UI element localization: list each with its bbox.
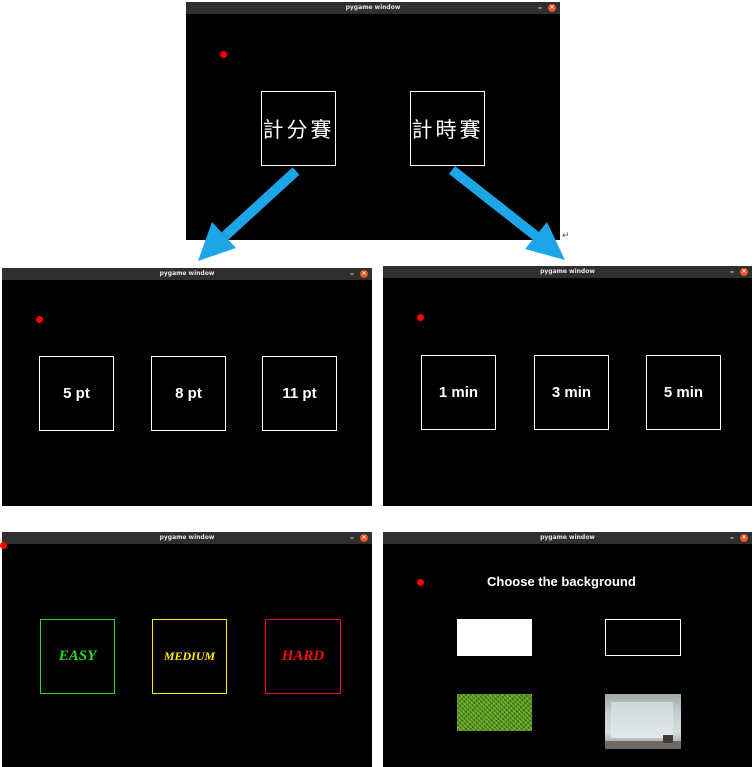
minimize-button[interactable]: – — [350, 533, 354, 542]
hard-button[interactable]: HARD — [265, 619, 341, 694]
cursor-dot — [220, 51, 227, 58]
photo-floor — [605, 741, 681, 749]
points-11-button[interactable]: 11 pt — [262, 356, 337, 431]
window-title: pygame window — [540, 268, 595, 275]
time-select-window: pygame window – × 1 min 3 min 5 min — [383, 266, 752, 506]
return-mark: ↵ — [562, 231, 570, 241]
background-select-content: Choose the background — [383, 544, 752, 767]
titlebar[interactable]: pygame window – × — [2, 268, 372, 280]
close-button[interactable]: × — [360, 534, 368, 542]
minimize-button[interactable]: – — [350, 269, 354, 278]
cursor-dot — [417, 314, 424, 321]
minimize-button[interactable]: – — [730, 533, 734, 542]
time-1-button[interactable]: 1 min — [421, 355, 496, 430]
window-title: pygame window — [345, 4, 401, 11]
titlebar[interactable]: pygame window – × — [2, 532, 372, 544]
mode-select-window: pygame window – × 計分賽 計時賽 — [186, 2, 560, 240]
window-title: pygame window — [540, 534, 595, 541]
background-select-window: pygame window – × Choose the background — [383, 532, 752, 767]
background-title: Choose the background — [487, 574, 636, 589]
cursor-dot — [0, 542, 7, 549]
mode-select-content: 計分賽 計時賽 — [186, 14, 560, 240]
room-photo-background-option[interactable] — [605, 694, 681, 749]
points-5-button[interactable]: 5 pt — [39, 356, 114, 431]
white-background-option[interactable] — [457, 619, 532, 656]
arrow-to-times — [448, 166, 565, 260]
titlebar[interactable]: pygame window – × — [186, 2, 560, 14]
time-mode-button[interactable]: 計時賽 — [410, 91, 485, 166]
points-8-button[interactable]: 8 pt — [151, 356, 226, 431]
grass-background-option[interactable] — [457, 694, 532, 731]
window-title: pygame window — [159, 534, 215, 541]
time-select-content: 1 min 3 min 5 min — [383, 278, 752, 506]
black-background-option[interactable] — [605, 619, 681, 656]
points-select-content: 5 pt 8 pt 11 pt — [2, 280, 372, 506]
titlebar[interactable]: pygame window – × — [383, 266, 752, 278]
minimize-button[interactable]: – — [538, 3, 542, 12]
medium-button[interactable]: MEDIUM — [152, 619, 227, 694]
points-select-window: pygame window – × 5 pt 8 pt 11 pt — [2, 268, 372, 506]
score-mode-button[interactable]: 計分賽 — [261, 91, 336, 166]
cursor-dot — [417, 579, 424, 586]
time-3-button[interactable]: 3 min — [534, 355, 609, 430]
titlebar[interactable]: pygame window – × — [383, 532, 752, 544]
time-5-button[interactable]: 5 min — [646, 355, 721, 430]
window-title: pygame window — [159, 270, 215, 277]
photo-chair — [663, 735, 673, 743]
easy-button[interactable]: EASY — [40, 619, 115, 694]
minimize-button[interactable]: – — [730, 267, 734, 276]
close-button[interactable]: × — [548, 4, 556, 12]
difficulty-select-window: pygame window – × EASY MEDIUM HARD — [0, 532, 372, 767]
close-button[interactable]: × — [740, 268, 748, 276]
difficulty-select-content: EASY MEDIUM HARD — [0, 542, 372, 767]
cursor-dot — [36, 316, 43, 323]
close-button[interactable]: × — [360, 270, 368, 278]
arrow-to-points — [198, 167, 300, 261]
close-button[interactable]: × — [740, 534, 748, 542]
photo-wall — [611, 702, 673, 738]
